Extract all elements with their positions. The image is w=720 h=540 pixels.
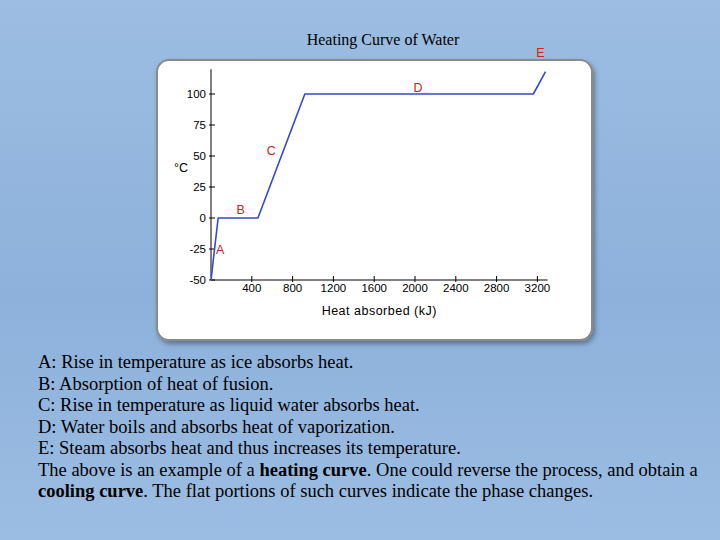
bold-term: cooling curve (38, 481, 143, 501)
y-tick-label: 75 (193, 119, 206, 131)
caption-line: B: Absorption of heat of fusion. (38, 374, 714, 396)
caption-text: . One could reverse the process, and obt… (367, 460, 698, 480)
annotation: C (267, 144, 276, 158)
caption: A: Rise in temperature as ice absorbs he… (38, 352, 714, 503)
x-tick-label: 400 (242, 282, 261, 294)
caption-line: D: Water boils and absorbs heat of vapor… (38, 417, 714, 439)
x-tick-label: 3200 (525, 282, 551, 294)
annotation: D (414, 81, 423, 95)
y-tick-label: 50 (193, 150, 206, 162)
title: Heating Curve of Water (307, 31, 460, 49)
x-tick-label: 2800 (484, 282, 510, 294)
y-tick (209, 94, 215, 95)
y-tick (209, 280, 215, 281)
y-tick-label: 100 (187, 88, 206, 100)
caption-text: The above is an example of a (38, 460, 259, 480)
x-tick-label: 2000 (402, 282, 428, 294)
y-axis-label: °C (174, 161, 188, 175)
y-tick-label: -50 (189, 274, 206, 286)
x-tick-label: 2400 (443, 282, 469, 294)
caption-line: C: Rise in temperature as liquid water a… (38, 395, 714, 417)
caption-paragraph: The above is an example of a heating cur… (38, 460, 714, 503)
x-tick-label: 1200 (321, 282, 347, 294)
y-tick-label: 25 (193, 181, 206, 193)
caption-line: E: Steam absorbs heat and thus increases… (38, 438, 714, 460)
caption-line: A: Rise in temperature as ice absorbs he… (38, 352, 714, 374)
heating-curve (211, 72, 546, 280)
y-axis (211, 69, 212, 280)
annotation: A (216, 243, 225, 257)
chart-box (157, 60, 592, 340)
y-tick (209, 218, 215, 219)
bold-term: heating curve (259, 460, 366, 480)
y-tick-label: 0 (200, 212, 206, 224)
y-tick-label: -25 (189, 243, 206, 255)
annotation: B (236, 203, 244, 217)
x-axis (211, 280, 548, 281)
y-tick (209, 125, 215, 126)
stage: Heating Curve of Water -50 -25 0 25 50 75 100 40… (0, 0, 720, 540)
caption-text: . The flat portions of such curves indic… (143, 481, 593, 501)
plot-marks (211, 72, 546, 280)
x-tick-label: 800 (283, 282, 302, 294)
y-tick (209, 156, 215, 157)
annotation: E (536, 46, 544, 60)
y-tick (209, 187, 215, 188)
x-tick-label: 1600 (361, 282, 387, 294)
x-axis-label: Heat absorbed (kJ) (322, 304, 437, 318)
